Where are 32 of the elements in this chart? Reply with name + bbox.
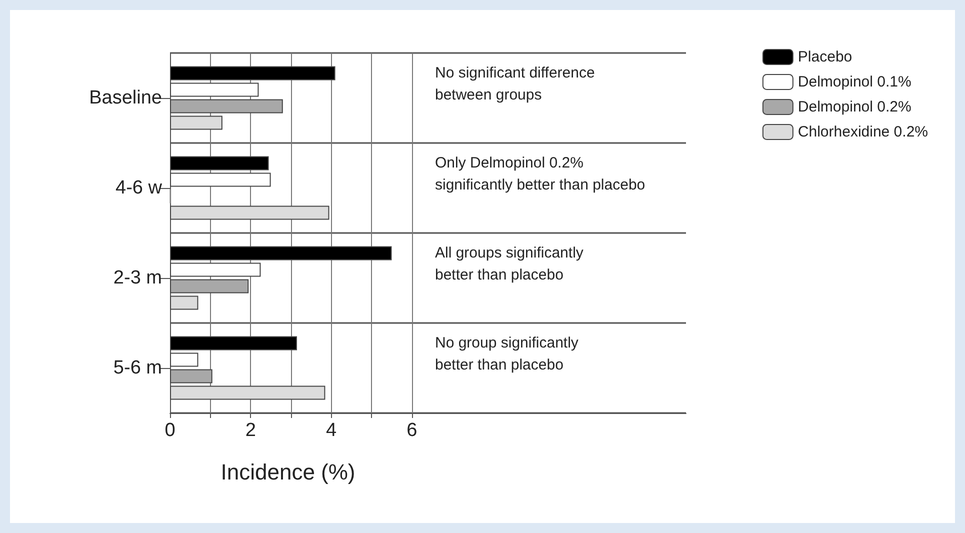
annotation: No significant difference between groups: [435, 64, 595, 104]
legend-label: Chlorhexidine 0.2%: [798, 124, 928, 140]
bar: [170, 336, 297, 350]
y-tick-label: 4-6 w: [116, 178, 162, 198]
bar: [170, 206, 330, 220]
bar: [170, 279, 249, 294]
bar: [170, 369, 212, 384]
annotation: All groups significantly better than placebo: [435, 244, 584, 284]
annotation: No group significantly better than placebo: [435, 334, 579, 374]
y-tick-label: 5-6 m: [113, 358, 162, 378]
bar: [170, 262, 261, 277]
legend-label: Delmopinol 0.1%: [798, 74, 912, 90]
annotation: Only Delmopinol 0.2% significantly better than placebo: [435, 154, 646, 194]
bar: [170, 99, 283, 114]
bar: [170, 82, 259, 97]
bar: [170, 352, 198, 367]
bar: [170, 296, 198, 310]
x-tick-label: 0: [164, 420, 176, 441]
legend-label: Placebo: [798, 48, 852, 66]
x-tick-label: 4: [326, 420, 337, 441]
y-tick-label: 2-3 m: [113, 268, 162, 288]
bar: [170, 246, 392, 260]
x-axis-title: Incidence (%): [220, 460, 356, 484]
x-tick-label: 2: [245, 420, 256, 441]
x-tick-label: 6: [406, 420, 418, 441]
bar: [170, 66, 336, 80]
legend-label: Delmopinol 0.2%: [798, 98, 912, 116]
bar: [170, 386, 326, 400]
bar: [170, 116, 222, 130]
bar: [170, 156, 269, 170]
bar: [170, 172, 271, 187]
y-tick-label: Baseline: [89, 88, 162, 108]
